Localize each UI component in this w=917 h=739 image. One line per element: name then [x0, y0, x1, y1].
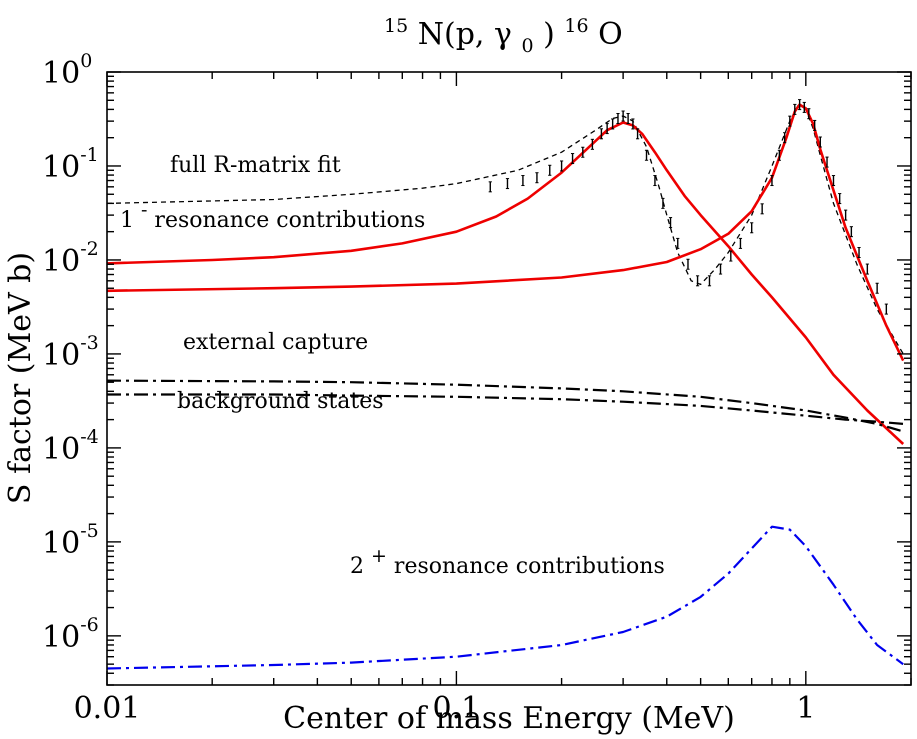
data-point: [635, 128, 640, 140]
data-points-layer: [488, 99, 888, 315]
data-point: [838, 193, 842, 205]
curves-layer: [106, 103, 905, 670]
data-point: [807, 108, 811, 120]
annotation-res2-base: 2: [350, 554, 364, 579]
annotation-res1-rest: resonance contributions: [154, 208, 425, 233]
title-nucleus-right: O: [598, 17, 623, 52]
data-point: [611, 118, 615, 130]
y-tick-label: 10-2: [42, 238, 99, 279]
data-point: [644, 149, 649, 161]
data-point: [559, 160, 564, 172]
x-axis-title: Center of mass Energy (MeV): [283, 701, 735, 736]
data-point: [621, 110, 625, 122]
series-res2: [106, 525, 904, 670]
data-point: [626, 113, 630, 125]
annotation-external-capture: external capture: [183, 330, 368, 355]
x-tick-label: 0.1: [433, 691, 481, 726]
data-point: [661, 197, 665, 209]
data-point: [718, 263, 723, 275]
data-point: [777, 149, 781, 161]
data-point: [729, 250, 733, 262]
x-tick-label: 0.01: [74, 691, 141, 726]
title-mass-left: 15: [384, 15, 408, 37]
data-point: [849, 226, 853, 238]
y-tick-label: 10-1: [42, 144, 99, 185]
data-point: [802, 101, 806, 113]
data-point: [707, 275, 712, 287]
data-point: [590, 138, 594, 150]
data-point: [783, 132, 787, 144]
data-point: [798, 99, 802, 111]
data-point: [686, 258, 690, 270]
data-point: [788, 115, 792, 127]
x-tick-label: 1: [796, 691, 815, 726]
data-point: [599, 128, 604, 140]
data-point: [857, 247, 861, 259]
data-point: [865, 263, 869, 275]
data-point: [818, 136, 822, 148]
title-mass-right: 16: [564, 15, 588, 37]
y-tick-label: 100: [42, 50, 92, 91]
data-point: [653, 175, 657, 187]
title-gamma-sub: 0: [521, 35, 533, 57]
data-point: [770, 175, 774, 187]
annotation-res2: 2 + resonance contributions: [350, 543, 665, 579]
annotation-res2-rest: resonance contributions: [394, 554, 665, 579]
annotation-res1-base: 1: [120, 208, 134, 233]
data-point: [548, 164, 552, 176]
ticks-layer: 0.01 0.1 1 100 10-1 10-2 10-3 10-4 10-5 10-6: [42, 50, 912, 726]
annotation-res1: 1 - resonance contributions: [120, 197, 425, 233]
data-point: [750, 222, 754, 234]
data-point: [668, 217, 673, 229]
data-point: [605, 123, 609, 135]
title-nucleus-left: N(p,: [418, 17, 485, 52]
data-point: [738, 237, 743, 249]
plot-frame: [106, 71, 912, 686]
data-point: [831, 175, 836, 187]
data-point: [875, 282, 879, 294]
y-tick-label: 10-4: [42, 426, 99, 467]
y-tick-label: 10-3: [42, 332, 99, 373]
chart-title: 15 N(p, γ 0 ) 16 O: [384, 5, 623, 60]
annotation-background-states: background states: [177, 389, 384, 414]
data-point: [793, 103, 797, 115]
data-point: [488, 181, 492, 193]
annotation-full-fit: full R-matrix fit: [170, 153, 341, 178]
y-axis-title: S factor (MeV b): [3, 252, 38, 504]
data-point: [825, 156, 829, 168]
title-gamma: γ: [494, 17, 512, 52]
data-point: [884, 303, 888, 315]
annotation-res2-sup: +: [371, 545, 387, 567]
data-point: [676, 237, 680, 249]
data-point: [844, 209, 848, 221]
data-point: [581, 146, 585, 158]
data-point: [813, 119, 817, 131]
data-point: [535, 172, 539, 184]
data-point: [521, 175, 525, 187]
y-tick-label: 10-6: [42, 614, 99, 655]
data-point: [631, 118, 635, 130]
data-point: [695, 275, 700, 287]
title-close: ): [543, 17, 555, 52]
y-tick-label: 10-5: [42, 520, 99, 561]
data-point: [760, 203, 764, 215]
data-point: [570, 153, 575, 165]
data-point: [505, 178, 510, 190]
data-point: [616, 113, 620, 125]
annotation-res1-sup: -: [141, 199, 147, 221]
